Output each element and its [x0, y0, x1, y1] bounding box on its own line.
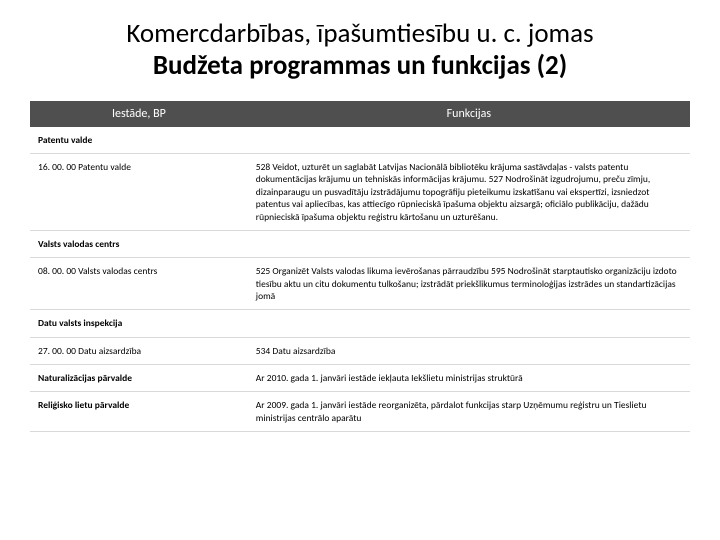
cell-functions: Ar 2010. gada 1. janvāri iestāde iekļaut… — [248, 364, 690, 391]
cell-functions: 528 Veidot, uzturēt un saglabāt Latvijas… — [248, 154, 690, 231]
cell-institution: Datu valsts inspekcija — [30, 310, 248, 337]
cell-functions — [248, 127, 690, 154]
cell-functions — [248, 310, 690, 337]
cell-institution: 16. 00. 00 Patentu valde — [30, 154, 248, 231]
table-row: Naturalizācijas pārvaldeAr 2010. gada 1.… — [30, 364, 690, 391]
cell-institution: Reliģisko lietu pārvalde — [30, 392, 248, 432]
table-row: 08. 00. 00 Valsts valodas centrs525 Orga… — [30, 258, 690, 310]
title-line2: Budžeta programmas un funkcijas (2) — [30, 50, 690, 82]
table-row: 27. 00. 00 Datu aizsardzība534 Datu aizs… — [30, 337, 690, 364]
title-line1: Komercdarbības, īpašumtiesību u. c. joma… — [30, 18, 690, 50]
cell-institution: 08. 00. 00 Valsts valodas centrs — [30, 258, 248, 310]
main-table: Iestāde, BP Funkcijas Patentu valde16. 0… — [30, 101, 690, 432]
table-header-col2: Funkcijas — [248, 101, 690, 127]
table-row: Patentu valde — [30, 127, 690, 154]
cell-institution: 27. 00. 00 Datu aizsardzība — [30, 337, 248, 364]
cell-functions: Ar 2009. gada 1. janvāri iestāde reorgan… — [248, 392, 690, 432]
cell-functions — [248, 230, 690, 257]
cell-functions: 534 Datu aizsardzība — [248, 337, 690, 364]
cell-institution: Patentu valde — [30, 127, 248, 154]
slide-title: Komercdarbības, īpašumtiesību u. c. joma… — [30, 18, 690, 83]
table-header-row: Iestāde, BP Funkcijas — [30, 101, 690, 127]
table-header-col1: Iestāde, BP — [30, 101, 248, 127]
table-row: Datu valsts inspekcija — [30, 310, 690, 337]
cell-institution: Valsts valodas centrs — [30, 230, 248, 257]
table-row: Reliģisko lietu pārvaldeAr 2009. gada 1.… — [30, 392, 690, 432]
table-row: 16. 00. 00 Patentu valde528 Veidot, uztu… — [30, 154, 690, 231]
cell-functions: 525 Organizēt Valsts valodas likuma ievē… — [248, 258, 690, 310]
cell-institution: Naturalizācijas pārvalde — [30, 364, 248, 391]
table-row: Valsts valodas centrs — [30, 230, 690, 257]
